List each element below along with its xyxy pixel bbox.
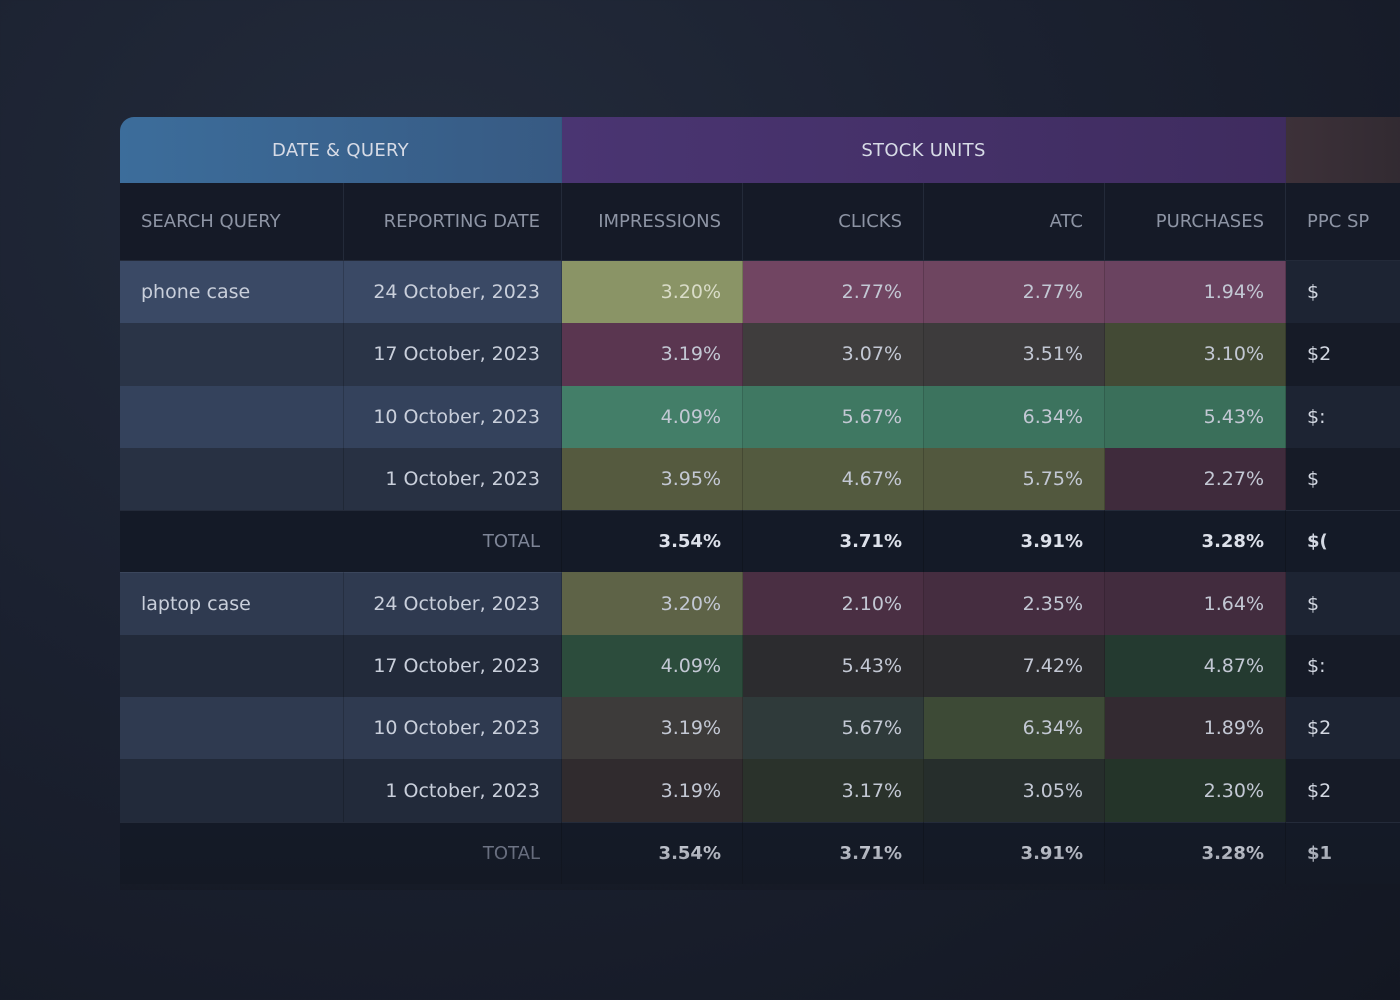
column-header-purchases[interactable]: PURCHASES bbox=[1105, 183, 1286, 261]
row-date: 1 October, 2023 bbox=[344, 759, 562, 822]
row-date: 24 October, 2023 bbox=[344, 572, 562, 635]
cell-purchases: 1.89% bbox=[1105, 697, 1286, 760]
cell-impressions: 3.20% bbox=[562, 572, 743, 635]
row-query bbox=[120, 323, 344, 386]
total-purchases: 3.28% bbox=[1105, 821, 1286, 884]
cell-clicks: 3.07% bbox=[743, 323, 924, 386]
cell-atc: 2.35% bbox=[924, 572, 1105, 635]
row-date: 1 October, 2023 bbox=[344, 447, 562, 511]
row-query bbox=[120, 759, 344, 822]
row-date: 10 October, 2023 bbox=[344, 385, 562, 448]
total-impressions: 3.54% bbox=[562, 510, 743, 573]
row-query: phone case bbox=[120, 261, 344, 324]
cell-atc: 6.34% bbox=[924, 385, 1105, 448]
cell-clicks: 5.67% bbox=[743, 385, 924, 448]
total-atc: 3.91% bbox=[924, 821, 1105, 884]
cell-clicks: 3.17% bbox=[743, 759, 924, 822]
total-clicks: 3.71% bbox=[743, 821, 924, 884]
cell-impressions: 3.19% bbox=[562, 697, 743, 760]
cell-purchases: 2.27% bbox=[1105, 447, 1286, 511]
metrics-table: DATE & QUERY STOCK UNITS SEARCH QUERY RE… bbox=[120, 117, 1400, 884]
group-header-date-query[interactable]: DATE & QUERY bbox=[120, 117, 562, 183]
row-date: 10 October, 2023 bbox=[344, 697, 562, 760]
cell-purchases: 3.10% bbox=[1105, 323, 1286, 386]
column-header-search-query[interactable]: SEARCH QUERY bbox=[120, 183, 344, 261]
cell-atc: 7.42% bbox=[924, 634, 1105, 698]
cell-ppc: $ bbox=[1286, 572, 1400, 635]
cell-ppc: $2 bbox=[1286, 323, 1400, 386]
cell-clicks: 2.77% bbox=[743, 261, 924, 324]
column-header-atc[interactable]: ATC bbox=[924, 183, 1105, 261]
cell-ppc: $2 bbox=[1286, 697, 1400, 760]
cell-clicks: 2.10% bbox=[743, 572, 924, 635]
row-query: laptop case bbox=[120, 572, 344, 635]
cell-impressions: 3.95% bbox=[562, 447, 743, 511]
cell-purchases: 1.94% bbox=[1105, 261, 1286, 324]
total-ppc: $( bbox=[1286, 510, 1400, 573]
cell-atc: 6.34% bbox=[924, 697, 1105, 760]
total-ppc: $1 bbox=[1286, 821, 1400, 884]
cell-atc: 5.75% bbox=[924, 447, 1105, 511]
total-atc: 3.91% bbox=[924, 510, 1105, 573]
column-header-reporting-date[interactable]: REPORTING DATE bbox=[344, 183, 562, 261]
group-header-stock-units[interactable]: STOCK UNITS bbox=[562, 117, 1286, 183]
total-purchases: 3.28% bbox=[1105, 510, 1286, 573]
total-label: TOTAL bbox=[120, 821, 562, 884]
cell-ppc: $: bbox=[1286, 634, 1400, 698]
cell-purchases: 1.64% bbox=[1105, 572, 1286, 635]
cell-impressions: 3.19% bbox=[562, 323, 743, 386]
cell-impressions: 4.09% bbox=[562, 385, 743, 448]
row-query bbox=[120, 634, 344, 698]
cell-clicks: 5.67% bbox=[743, 697, 924, 760]
row-date: 24 October, 2023 bbox=[344, 261, 562, 324]
total-label: TOTAL bbox=[120, 510, 562, 573]
cell-ppc: $2 bbox=[1286, 759, 1400, 822]
group-header-next bbox=[1286, 117, 1400, 183]
column-header-clicks[interactable]: CLICKS bbox=[743, 183, 924, 261]
row-query bbox=[120, 697, 344, 760]
cell-ppc: $ bbox=[1286, 261, 1400, 324]
cell-impressions: 3.19% bbox=[562, 759, 743, 822]
row-date: 17 October, 2023 bbox=[344, 323, 562, 386]
cell-purchases: 4.87% bbox=[1105, 634, 1286, 698]
cell-atc: 3.51% bbox=[924, 323, 1105, 386]
row-query bbox=[120, 447, 344, 511]
cell-atc: 2.77% bbox=[924, 261, 1105, 324]
total-clicks: 3.71% bbox=[743, 510, 924, 573]
total-impressions: 3.54% bbox=[562, 821, 743, 884]
cell-impressions: 3.20% bbox=[562, 261, 743, 324]
cell-ppc: $: bbox=[1286, 385, 1400, 448]
column-header-impressions[interactable]: IMPRESSIONS bbox=[562, 183, 743, 261]
cell-atc: 3.05% bbox=[924, 759, 1105, 822]
cell-impressions: 4.09% bbox=[562, 634, 743, 698]
cell-clicks: 4.67% bbox=[743, 447, 924, 511]
row-query bbox=[120, 385, 344, 448]
column-header-ppc[interactable]: PPC SP bbox=[1286, 183, 1400, 261]
cell-purchases: 2.30% bbox=[1105, 759, 1286, 822]
metrics-grid: DATE & QUERY STOCK UNITS SEARCH QUERY RE… bbox=[120, 117, 1400, 884]
cell-purchases: 5.43% bbox=[1105, 385, 1286, 448]
cell-clicks: 5.43% bbox=[743, 634, 924, 698]
row-date: 17 October, 2023 bbox=[344, 634, 562, 698]
cell-ppc: $ bbox=[1286, 447, 1400, 511]
